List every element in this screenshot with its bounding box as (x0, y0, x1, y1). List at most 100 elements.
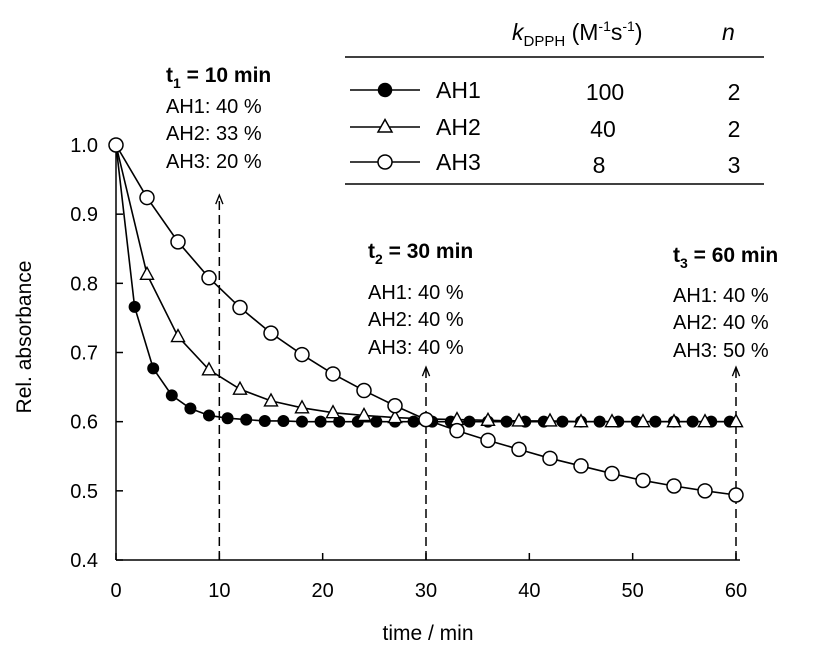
legend-header-k-exp2: -1 (622, 18, 635, 34)
annotation-t2-heading: t2 = 30 min (368, 240, 473, 267)
legend-ah2-name: AH2 (436, 114, 481, 140)
data-point (147, 362, 160, 375)
data-point (356, 406, 372, 422)
annotation-t1-heading: t1 = 10 min (166, 64, 271, 91)
data-point (263, 325, 279, 341)
data-point (370, 415, 383, 428)
data-point (263, 392, 279, 407)
data-point (258, 414, 271, 427)
x-tick-label: 0 (110, 580, 121, 602)
series-ah3 (108, 137, 744, 503)
legend-table: kDPPH (M-1s-1) n AH1 100 2 AH2 40 2 AH3 … (345, 18, 764, 185)
data-point (170, 328, 186, 343)
data-point (165, 389, 178, 402)
legend-ah1-n: 2 (728, 79, 741, 105)
data-point (728, 487, 744, 503)
data-point (201, 361, 217, 376)
legend-ah2-n: 2 (728, 116, 741, 142)
legend-ah1-k: 100 (586, 79, 624, 105)
annotation-t1-subscript: 1 (173, 75, 181, 91)
data-point (232, 299, 248, 316)
legend-header-k-exp1: -1 (598, 18, 611, 34)
data-point (542, 412, 558, 427)
legend-ah1-name: AH1 (436, 77, 481, 103)
legend-header-k-subscript: DPPH (524, 33, 566, 50)
data-point (203, 409, 215, 422)
data-point (184, 402, 197, 415)
data-point (240, 413, 253, 426)
y-tick-label: 0.4 (70, 550, 98, 572)
data-point (294, 346, 310, 363)
data-point (604, 413, 620, 428)
annotation-t3-ah3: AH3: 50 % (673, 340, 769, 362)
data-point (511, 412, 527, 427)
annotation-t1-ah3: AH3: 20 % (166, 151, 262, 173)
data-point (128, 300, 141, 313)
data-point (573, 413, 589, 428)
x-ticks: 0 10 20 30 40 50 60 (110, 553, 747, 602)
annotation-t2-ah1: AH1: 40 % (368, 282, 464, 304)
data-point (500, 415, 513, 428)
y-tick-label: 1.0 (70, 135, 98, 157)
annotation-t2-value: = 30 min (383, 240, 473, 263)
x-tick-label: 50 (622, 580, 644, 602)
legend-header-k-symbol: k (512, 19, 525, 45)
y-tick-label: 0.5 (70, 481, 98, 503)
data-point (604, 465, 620, 482)
data-point (221, 412, 234, 425)
annotation-t3-ah1: AH1: 40 % (673, 285, 769, 307)
data-point (387, 409, 403, 424)
annotation-t2: t2 = 30 min AH1: 40 % AH2: 40 % AH3: 40 … (368, 240, 473, 359)
annotation-t2-subscript: 2 (375, 251, 383, 267)
time-markers (219, 196, 736, 560)
legend-header-k-unit-close: ) (635, 19, 643, 45)
data-point (139, 265, 155, 281)
data-point (666, 413, 682, 428)
data-point (170, 234, 186, 250)
data-point (232, 380, 248, 395)
data-point (387, 398, 403, 414)
legend-header-k-unit-s: s (611, 19, 623, 45)
annotation-t2-ah3: AH3: 40 % (368, 337, 464, 359)
legend-ah3-marker (377, 154, 393, 170)
legend-header-k: kDPPH (M-1s-1) (512, 18, 642, 50)
data-point (635, 413, 651, 428)
legend-ah3-name: AH3 (436, 149, 481, 175)
legend-header-k-unit-open: (M (565, 19, 598, 45)
data-point (139, 189, 155, 206)
x-tick-label: 40 (518, 580, 540, 602)
y-tick-label: 0.9 (70, 204, 98, 226)
y-ticks: 0.4 0.5 0.6 0.7 0.8 0.9 1.0 (70, 135, 123, 572)
data-point (277, 414, 290, 427)
legend-ah3-n: 3 (728, 152, 741, 178)
data-point (635, 472, 651, 489)
data-point (449, 422, 465, 439)
data-point (697, 483, 713, 499)
legend-ah3-k: 8 (593, 152, 606, 178)
data-point (325, 404, 341, 419)
annotation-t1-ah1: AH1: 40 % (166, 96, 262, 118)
y-tick-label: 0.7 (70, 343, 98, 365)
annotation-t3-heading: t3 = 60 min (673, 244, 778, 271)
data-point (542, 450, 558, 467)
data-point (356, 382, 372, 399)
data-point (314, 415, 327, 428)
data-point (294, 399, 310, 414)
annotation-t1-ah2: AH2: 33 % (166, 123, 262, 145)
x-axis-title: time / min (382, 622, 473, 645)
data-point (463, 415, 476, 428)
legend-ah2-marker (376, 117, 394, 133)
series-layer (108, 137, 744, 503)
legend-ah2-k: 40 (590, 116, 616, 142)
data-point (325, 366, 341, 382)
legend-header-n: n (722, 19, 735, 45)
annotation-t3: t3 = 60 min AH1: 40 % AH2: 40 % AH3: 50 … (673, 244, 778, 362)
data-point (108, 137, 124, 153)
data-point (511, 441, 527, 458)
data-point (697, 413, 713, 428)
data-point (201, 270, 217, 286)
data-point (480, 432, 496, 449)
axes: 0 10 20 30 40 50 60 0.4 0.5 0.6 0.7 0.8 0.9 1.0 (70, 135, 747, 602)
data-point (573, 458, 589, 474)
